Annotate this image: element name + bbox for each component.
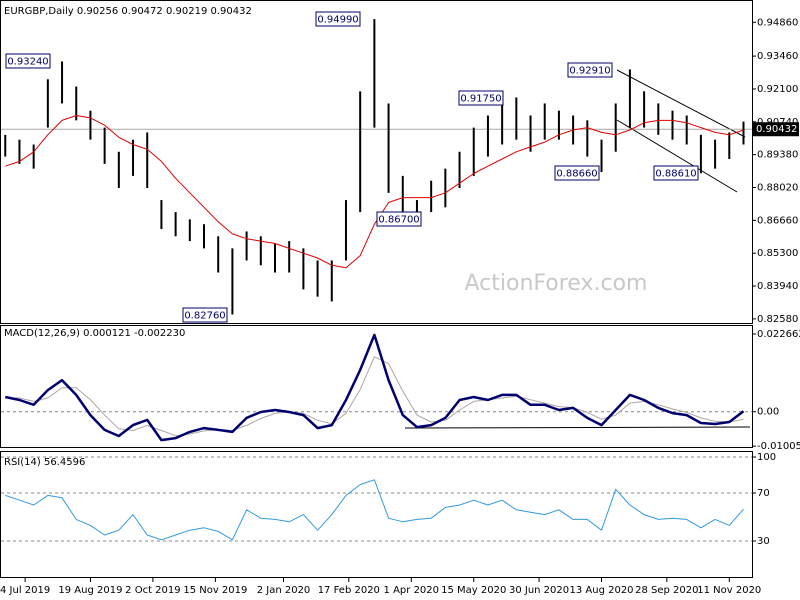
annotation-box xyxy=(653,165,699,181)
y-tick-label: 100 xyxy=(757,452,776,463)
series-line xyxy=(5,479,744,541)
x-tick-label: 2 Jan 2020 xyxy=(257,585,311,596)
y-tick-label: 30 xyxy=(757,536,770,547)
x-tick-label: 13 Aug 2020 xyxy=(569,585,633,596)
annotation-box xyxy=(5,53,51,69)
annotation: 0.88660 xyxy=(556,169,597,180)
y-tick-label: 0.88020 xyxy=(757,182,798,193)
annotation-box xyxy=(376,211,422,227)
y-tick-label: 0.00 xyxy=(757,407,779,418)
y-tick-label: 0.83940 xyxy=(757,281,798,292)
x-tick-label: 2 Oct 2019 xyxy=(125,585,180,596)
x-tick-label: 19 Aug 2019 xyxy=(58,585,122,596)
annotation-box xyxy=(567,62,613,78)
annotation: 0.86700 xyxy=(378,215,419,226)
annotation: 0.88610 xyxy=(655,169,696,180)
y-tick-label: 0.93460 xyxy=(757,51,798,62)
y-tick-label: 70 xyxy=(757,488,770,499)
annotation: 0.91750 xyxy=(460,94,501,105)
x-tick-label: 11 Nov 2020 xyxy=(697,585,761,596)
x-tick-label: 15 Nov 2019 xyxy=(183,585,247,596)
macd-title: MACD(12,26,9) 0.000121 -0.002230 xyxy=(4,328,185,339)
rsi-title: RSI(14) 56.4596 xyxy=(4,457,85,468)
y-tick-label: 0.89380 xyxy=(757,150,798,161)
x-tick-label: 28 Sep 2020 xyxy=(635,585,698,596)
annotation-box xyxy=(458,90,504,106)
y-tick-label: 0.022662 xyxy=(757,329,800,340)
y-tick-label: 0.86660 xyxy=(757,215,798,226)
series-line xyxy=(5,333,745,442)
current-price-box xyxy=(753,122,799,137)
watermark: ActionForex.com xyxy=(465,271,648,296)
moving-average xyxy=(5,115,744,269)
y-tick-label: 0.94860 xyxy=(757,17,798,28)
annotation: 0.94990 xyxy=(317,15,358,26)
price-panel xyxy=(0,0,753,324)
x-tick-label: 4 Jul 2019 xyxy=(0,585,50,596)
x-tick-label: 15 May 2020 xyxy=(441,585,506,596)
annotation-box xyxy=(315,11,361,27)
y-tick-label: 0.82580 xyxy=(757,314,798,325)
trend-line xyxy=(616,119,738,193)
rsi-panel xyxy=(0,451,753,578)
level-line xyxy=(404,426,751,429)
header: EURGBP,Daily 0.90256 0.90472 0.90219 0.9… xyxy=(4,6,252,17)
x-tick-label: 17 Feb 2020 xyxy=(318,585,380,596)
annotation-box xyxy=(182,307,228,323)
annotation: 0.93240 xyxy=(7,57,48,68)
y-tick-label: 0.85300 xyxy=(757,248,798,259)
y-tick-label: 0.92100 xyxy=(757,84,798,95)
annotation: 0.82760 xyxy=(184,311,225,322)
annotation: 0.92910 xyxy=(569,66,610,77)
y-tick-label: -0.010052 xyxy=(757,441,800,452)
x-tick-label: 1 Apr 2020 xyxy=(384,585,439,596)
current-price-label: 0.90432 xyxy=(756,124,797,135)
trend-line xyxy=(616,69,746,138)
macd-panel xyxy=(0,325,753,448)
x-tick-label: 30 Jun 2020 xyxy=(509,585,569,596)
annotation-box xyxy=(554,165,600,181)
